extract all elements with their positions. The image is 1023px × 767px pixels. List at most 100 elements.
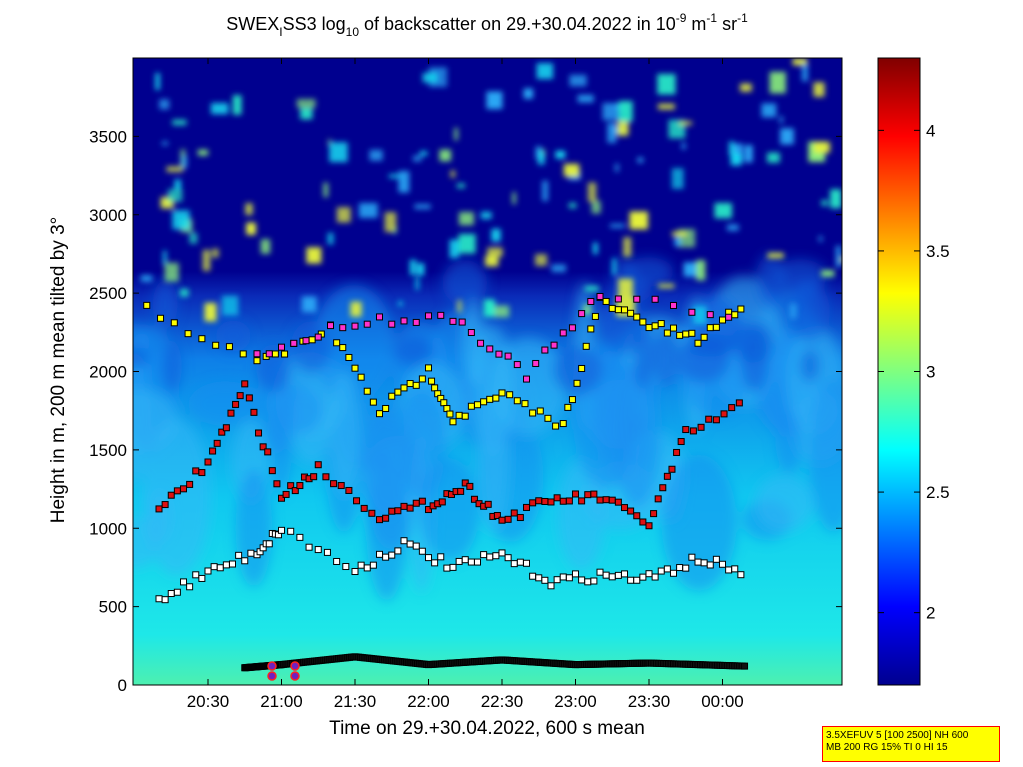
- detection-marker: [446, 410, 454, 418]
- detection-marker: [353, 497, 361, 505]
- detection-marker: [633, 512, 641, 520]
- detection-marker: [213, 439, 221, 447]
- detection-marker: [345, 486, 353, 494]
- detection-marker: [467, 402, 475, 410]
- detection-marker: [314, 546, 322, 554]
- detection-marker: [212, 341, 220, 349]
- detection-marker: [290, 661, 300, 671]
- detection-marker: [591, 312, 599, 320]
- detection-marker: [584, 491, 592, 499]
- detection-marker: [345, 353, 353, 361]
- detection-marker: [705, 415, 713, 423]
- detection-marker: [281, 350, 289, 358]
- detection-marker: [627, 507, 635, 515]
- detection-marker: [282, 490, 290, 498]
- detection-marker: [474, 558, 481, 566]
- detection-marker: [290, 671, 300, 681]
- detection-marker: [633, 313, 641, 321]
- detection-marker: [510, 509, 518, 517]
- detection-marker: [516, 514, 524, 522]
- detection-marker: [394, 507, 402, 515]
- detection-marker: [498, 516, 506, 524]
- detection-marker: [535, 574, 543, 582]
- detection-marker: [498, 389, 506, 397]
- detection-marker: [466, 482, 474, 490]
- detection-marker: [351, 364, 359, 372]
- backscatter-heatmap: [133, 58, 842, 685]
- detection-marker: [541, 497, 549, 505]
- y-tick-label: 1500: [89, 441, 127, 460]
- detection-marker: [668, 465, 676, 473]
- detection-marker: [314, 461, 322, 469]
- detection-marker: [267, 661, 277, 671]
- detection-marker: [351, 568, 359, 576]
- detection-marker: [602, 297, 610, 305]
- detection-marker: [565, 497, 573, 505]
- detection-marker: [265, 540, 273, 548]
- detection-marker: [565, 574, 573, 582]
- detection-marker: [614, 498, 622, 506]
- detection-marker: [241, 557, 249, 565]
- detection-marker: [633, 295, 641, 303]
- detection-marker: [455, 411, 463, 419]
- detection-marker: [657, 567, 665, 575]
- detection-marker: [587, 325, 595, 333]
- detection-marker: [232, 400, 240, 408]
- detection-marker: [712, 416, 720, 424]
- detection-marker: [596, 496, 604, 504]
- detection-marker: [333, 339, 341, 347]
- detection-marker: [418, 547, 426, 555]
- detection-marker: [706, 561, 714, 569]
- detection-marker: [267, 671, 277, 681]
- detection-marker: [333, 557, 341, 565]
- detection-marker: [572, 490, 579, 498]
- detection-marker: [376, 550, 383, 558]
- colorbar-tick-label: 3: [926, 363, 935, 382]
- detection-marker: [651, 322, 659, 330]
- detection-marker: [541, 346, 549, 354]
- detection-marker: [602, 496, 610, 504]
- detection-marker: [657, 320, 665, 328]
- detection-marker: [314, 333, 322, 341]
- detection-marker: [400, 502, 408, 510]
- detection-marker: [737, 571, 745, 579]
- x-tick-label: 23:30: [628, 692, 671, 711]
- x-tick-label: 23:00: [554, 692, 597, 711]
- y-tick-label: 3500: [89, 127, 127, 146]
- y-tick-label: 0: [118, 676, 127, 695]
- detection-marker: [719, 560, 726, 568]
- detection-marker: [412, 542, 420, 550]
- detection-markers: [143, 292, 749, 681]
- detection-marker: [268, 467, 276, 475]
- detection-marker: [568, 324, 576, 332]
- detection-marker: [143, 301, 151, 309]
- detection-marker: [431, 384, 439, 392]
- detection-marker: [719, 316, 726, 324]
- detection-marker: [731, 311, 739, 319]
- detection-marker: [513, 397, 521, 405]
- detection-marker: [357, 561, 365, 569]
- detection-marker: [278, 494, 285, 502]
- x-tick-label: 22:30: [481, 692, 524, 711]
- detection-marker: [278, 343, 285, 351]
- detection-marker: [360, 504, 368, 512]
- detection-marker: [650, 510, 658, 518]
- detection-marker: [737, 305, 745, 313]
- detection-marker: [651, 573, 659, 581]
- detection-marker: [265, 350, 273, 358]
- detection-marker: [382, 514, 390, 522]
- detection-marker: [357, 373, 365, 381]
- y-axis-label: Height in m, 200 m mean tilted by 3°: [48, 217, 69, 523]
- detection-marker: [229, 560, 236, 568]
- detection-marker: [302, 337, 310, 345]
- detection-marker: [264, 448, 272, 456]
- detection-marker: [227, 409, 235, 417]
- detection-marker: [369, 561, 377, 569]
- detection-marker: [363, 320, 371, 328]
- x-tick-label: 21:30: [334, 692, 377, 711]
- detection-marker: [376, 410, 383, 418]
- detection-marker: [412, 381, 420, 389]
- y-tick-label: 500: [99, 598, 127, 617]
- detection-marker: [578, 497, 586, 505]
- chart-title: SWEXISS3 log10 of backscatter on 29.+30.…: [226, 11, 748, 39]
